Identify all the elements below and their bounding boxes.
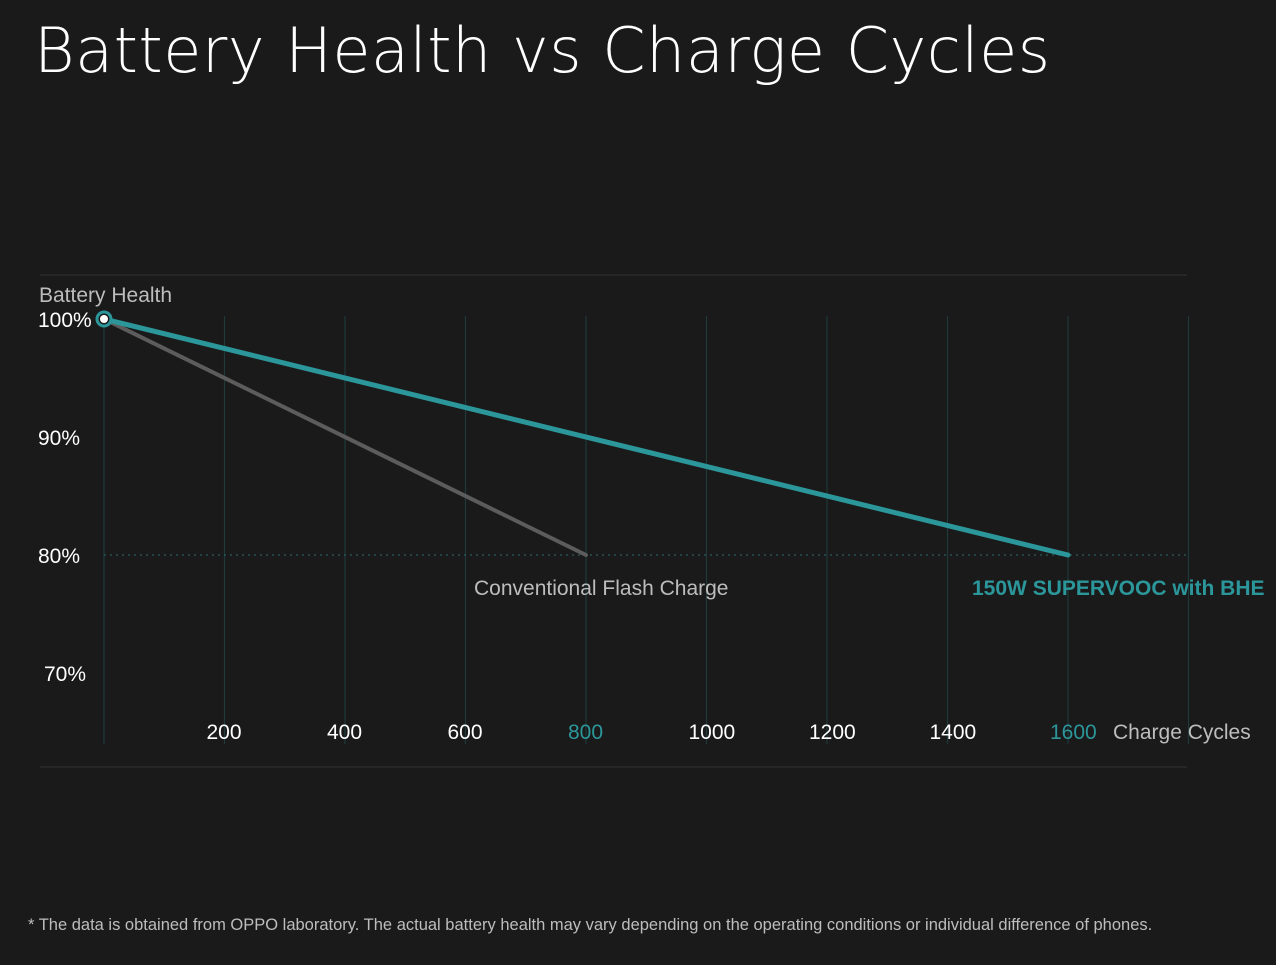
y-tick-label: 90% <box>38 427 80 450</box>
chart-title: Battery Health vs Charge Cycles <box>34 14 1051 87</box>
x-tick-label: 1000 <box>689 721 736 744</box>
x-tick-label: 1600 <box>1050 721 1097 744</box>
series-label-supervooc: 150W SUPERVOOC with BHE <box>972 577 1265 600</box>
y-tick-label: 100% <box>38 309 92 332</box>
y-axis-label: Battery Health <box>39 284 172 307</box>
x-tick-label: 800 <box>568 721 603 744</box>
x-tick-label: 600 <box>448 721 483 744</box>
series-line-supervooc <box>101 316 1071 558</box>
footnote: * The data is obtained from OPPO laborat… <box>28 916 1153 934</box>
x-tick-label: 400 <box>327 721 362 744</box>
y-tick-label: 80% <box>38 545 80 568</box>
x-tick-label: 1200 <box>809 721 856 744</box>
y-tick-label: 70% <box>44 663 86 686</box>
x-tick-label: 200 <box>207 721 242 744</box>
start-point-marker-inner <box>100 315 108 323</box>
series-line-conventional <box>102 317 588 557</box>
series-label-conventional: Conventional Flash Charge <box>474 577 728 600</box>
x-axis-label: Charge Cycles <box>1113 721 1251 744</box>
x-tick-label: 1400 <box>930 721 977 744</box>
